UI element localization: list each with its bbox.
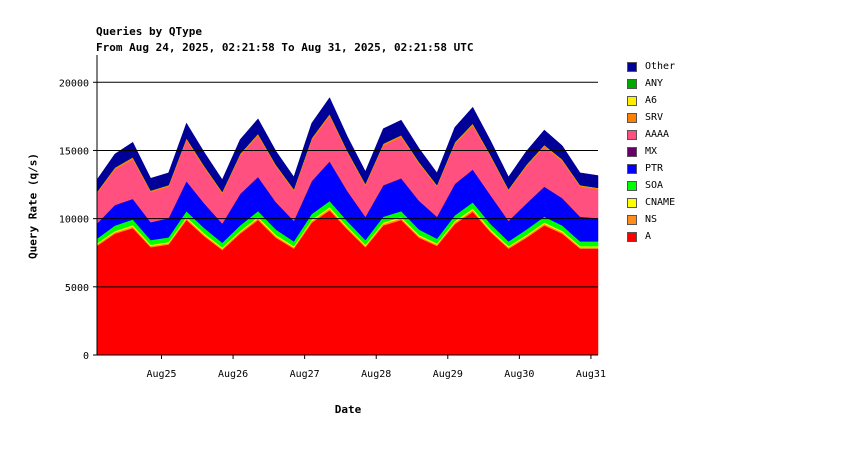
legend-swatch-soa — [627, 180, 637, 191]
x-tick-label-aug29: Aug29 — [433, 369, 463, 380]
x-tick-label-aug30: Aug30 — [504, 369, 534, 380]
legend-label-soa: SOA — [645, 180, 664, 191]
legend-item-aaaa: AAAA — [627, 126, 675, 143]
legend-item-srv: SRV — [627, 109, 675, 126]
legend-swatch-ns — [627, 214, 637, 225]
legend-label-ns: NS — [645, 214, 658, 225]
legend-label-aaaa: AAAA — [645, 129, 670, 140]
legend-swatch-a6 — [627, 95, 637, 106]
legend-label-srv: SRV — [645, 112, 664, 123]
legend-label-mx: MX — [645, 146, 658, 157]
legend-swatch-any — [627, 78, 637, 89]
legend: Other ANY A6 SRV AAAA MX PTR SOA CNAME NS A — [627, 58, 675, 245]
y-tick-label-15000: 15000 — [59, 146, 89, 157]
legend-item-a: A — [627, 228, 675, 245]
legend-item-any: ANY — [627, 75, 675, 92]
legend-label-a6: A6 — [645, 95, 658, 106]
legend-swatch-mx — [627, 146, 637, 157]
legend-swatch-ptr — [627, 163, 637, 174]
x-tick-label-aug26: Aug26 — [218, 369, 248, 380]
legend-item-soa: SOA — [627, 177, 675, 194]
x-axis-label: Date — [334, 403, 362, 416]
chart-title: Queries by QType — [96, 25, 202, 38]
chart-subtitle: From Aug 24, 2025, 02:21:58 To Aug 31, 2… — [96, 41, 474, 54]
legend-label-other: Other — [645, 61, 676, 72]
y-tick-label-0: 0 — [83, 351, 89, 362]
legend-swatch-other — [627, 61, 637, 72]
y-tick-label-5000: 5000 — [65, 283, 89, 294]
legend-swatch-srv — [627, 112, 637, 123]
legend-item-cname: CNAME — [627, 194, 675, 211]
y-tick-label-20000: 20000 — [59, 78, 89, 89]
legend-item-ptr: PTR — [627, 160, 675, 177]
x-tick-label-aug28: Aug28 — [361, 369, 391, 380]
x-tick-label-aug25: Aug25 — [146, 369, 176, 380]
legend-swatch-cname — [627, 197, 637, 208]
legend-label-cname: CNAME — [645, 197, 676, 208]
legend-swatch-aaaa — [627, 129, 637, 140]
legend-label-a: A — [645, 231, 652, 242]
x-tick-label-aug27: Aug27 — [290, 369, 320, 380]
legend-item-a6: A6 — [627, 92, 675, 109]
legend-label-ptr: PTR — [645, 163, 664, 174]
area-series-other — [96, 97, 599, 193]
legend-item-mx: MX — [627, 143, 675, 160]
x-tick-label-aug31: Aug31 — [576, 369, 606, 380]
legend-label-any: ANY — [645, 78, 664, 89]
legend-item-ns: NS — [627, 211, 675, 228]
y-tick-label-10000: 10000 — [59, 215, 89, 226]
legend-item-other: Other — [627, 58, 675, 75]
legend-swatch-a — [627, 231, 637, 242]
